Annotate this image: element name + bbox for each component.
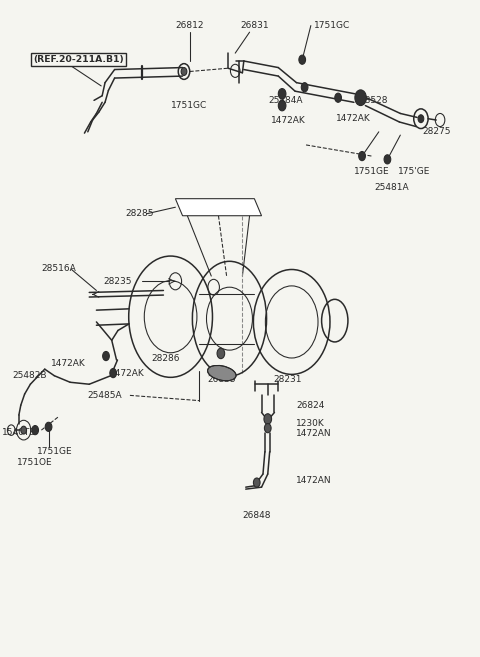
Circle shape: [103, 351, 109, 361]
Text: 1540TB: 1540TB: [1, 428, 36, 437]
Circle shape: [418, 115, 424, 123]
Circle shape: [301, 83, 308, 92]
Circle shape: [384, 155, 391, 164]
Text: 28516A: 28516A: [41, 263, 76, 273]
Text: 1751GC: 1751GC: [314, 21, 350, 30]
Text: 28286: 28286: [152, 353, 180, 363]
Text: 1230K: 1230K: [296, 419, 325, 428]
Text: 1472AN: 1472AN: [296, 476, 332, 485]
Circle shape: [335, 93, 341, 102]
Text: 1472AK: 1472AK: [271, 116, 306, 125]
Text: 175'GE: 175'GE: [398, 167, 430, 175]
Text: 1751GE: 1751GE: [354, 167, 390, 175]
Circle shape: [355, 90, 366, 106]
Text: 28285: 28285: [125, 210, 154, 218]
Text: 25484A: 25484A: [269, 96, 303, 105]
Circle shape: [21, 426, 26, 434]
Circle shape: [278, 101, 286, 111]
Text: 28275: 28275: [423, 127, 451, 136]
Text: 1472AK: 1472AK: [336, 114, 371, 124]
Text: 25482B: 25482B: [12, 371, 47, 380]
Text: 26848: 26848: [242, 511, 271, 520]
Circle shape: [278, 89, 286, 99]
Text: 28528: 28528: [360, 96, 388, 105]
Polygon shape: [175, 198, 262, 215]
Circle shape: [264, 424, 271, 433]
Circle shape: [45, 422, 52, 432]
Text: 26831: 26831: [240, 21, 269, 30]
Text: 1751OE: 1751OE: [17, 459, 53, 467]
Circle shape: [359, 152, 365, 161]
Ellipse shape: [207, 365, 236, 380]
Text: 1472AK: 1472AK: [51, 359, 86, 368]
Text: 26835: 26835: [207, 375, 236, 384]
Text: 25481A: 25481A: [374, 183, 408, 192]
Text: 1472AK: 1472AK: [110, 369, 144, 378]
Circle shape: [264, 414, 272, 424]
Circle shape: [110, 369, 117, 378]
Text: 26812: 26812: [176, 21, 204, 30]
Text: 1751GE: 1751GE: [36, 447, 72, 456]
Text: 25485A: 25485A: [88, 391, 122, 400]
Circle shape: [217, 348, 225, 359]
Text: 1751GC: 1751GC: [170, 101, 207, 110]
Circle shape: [181, 68, 187, 76]
Text: 1472AN: 1472AN: [296, 429, 332, 438]
Circle shape: [299, 55, 306, 64]
Text: 28235: 28235: [104, 277, 132, 286]
Text: 28231: 28231: [274, 375, 302, 384]
Text: (REF.20-211A.B1): (REF.20-211A.B1): [33, 55, 124, 64]
Text: 26824: 26824: [296, 401, 324, 411]
Circle shape: [253, 478, 260, 487]
Circle shape: [32, 426, 38, 435]
